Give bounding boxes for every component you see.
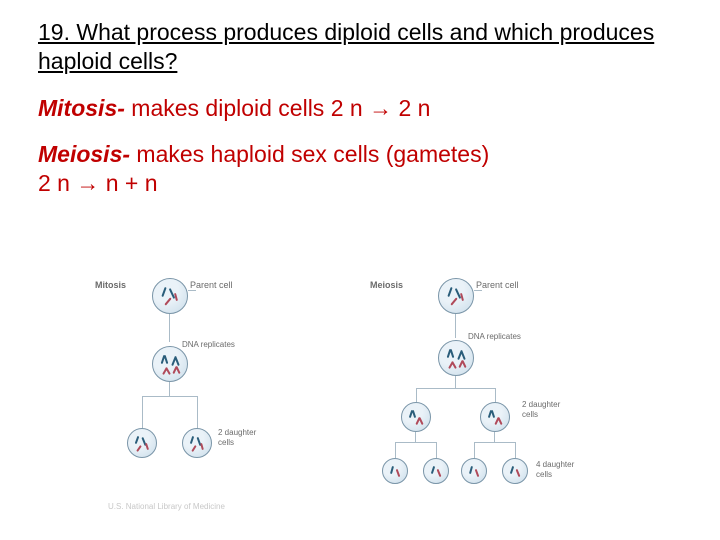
dna-replicates-right: DNA replicates: [468, 332, 521, 341]
diagram: Mitosis Parent cell DNA replicates 2 dau…: [90, 280, 650, 530]
mitosis-answer: Mitosis- makes diploid cells 2 n → 2 n: [0, 76, 720, 123]
meiosis-text: makes haploid sex cells (gametes): [130, 141, 489, 167]
mitosis-term: Mitosis-: [38, 95, 125, 121]
dna-replicates-left: DNA replicates: [182, 340, 235, 349]
mitosis-title-label: Mitosis: [95, 280, 126, 290]
mitosis-daughter-1: [127, 428, 157, 458]
meiosis-replicated-cell: [438, 340, 474, 376]
parent-cell-label-left: Parent cell: [190, 280, 233, 290]
image-credit: U.S. National Library of Medicine: [108, 502, 225, 511]
four-daughter-right: 4 daughter: [536, 460, 574, 469]
meiosis-gamete-4: [502, 458, 528, 484]
mitosis-parent-cell: [152, 278, 188, 314]
meiosis-term: Meiosis-: [38, 141, 130, 167]
meiosis-gamete-3: [461, 458, 487, 484]
question-text: 19. What process produces diploid cells …: [0, 0, 720, 76]
meiosis-gamete-1: [382, 458, 408, 484]
parent-cell-label-right: Parent cell: [476, 280, 519, 290]
mitosis-daughter-2: [182, 428, 212, 458]
two-daughter-right: 2 daughter: [522, 400, 560, 409]
four-daughter-right2: cells: [536, 470, 552, 479]
meiosis-inter-2: [480, 402, 510, 432]
meiosis-line2: 2 n → n + n: [38, 170, 158, 196]
meiosis-parent-cell: [438, 278, 474, 314]
meiosis-title-label: Meiosis: [370, 280, 403, 290]
meiosis-gamete-2: [423, 458, 449, 484]
meiosis-inter-1: [401, 402, 431, 432]
meiosis-answer: Meiosis- makes haploid sex cells (gamete…: [0, 122, 720, 198]
mitosis-replicated-cell: [152, 346, 188, 382]
two-daughter-right2: cells: [522, 410, 538, 419]
mitosis-text: makes diploid cells 2 n → 2 n: [125, 95, 431, 121]
two-daughter-left: 2 daughter: [218, 428, 256, 437]
two-daughter-left2: cells: [218, 438, 234, 447]
